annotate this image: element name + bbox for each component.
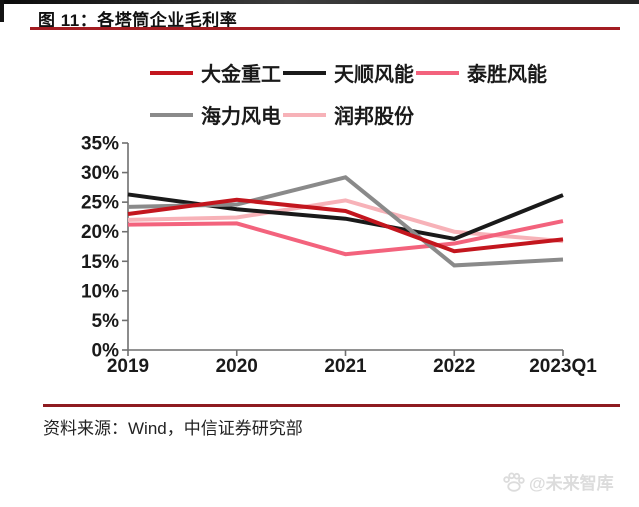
x-tick-label: 2022 bbox=[433, 356, 475, 377]
footer-rule bbox=[43, 404, 620, 407]
legend-label: 泰胜风能 bbox=[467, 64, 547, 86]
figure-title: 图 11：各塔筒企业毛利率 bbox=[38, 11, 238, 30]
watermark: @未来智库 bbox=[502, 469, 614, 494]
series-line-泰胜风能 bbox=[127, 219, 564, 257]
y-tick-label: 15% bbox=[81, 252, 119, 273]
legend-item-1: 天顺风能 bbox=[283, 58, 414, 87]
source-note: 资料来源：Wind，中信证券研究部 bbox=[43, 419, 303, 438]
page-top-edge bbox=[0, 0, 639, 4]
x-tick-label: 2020 bbox=[216, 356, 258, 377]
y-tick-label: 5% bbox=[92, 311, 120, 332]
legend-label: 润邦股份 bbox=[334, 106, 414, 128]
watermark-text: @未来智库 bbox=[529, 474, 614, 493]
legend-label: 海力风电 bbox=[201, 106, 281, 128]
legend-item-3: 海力风电 bbox=[150, 100, 281, 129]
legend-row-1: 大金重工 天顺风能 泰胜风能 bbox=[150, 58, 549, 87]
y-tick-label: 0% bbox=[92, 341, 120, 362]
x-tick-label: 2019 bbox=[107, 356, 149, 377]
legend-line-swatch-icon bbox=[416, 70, 459, 75]
y-tick-label: 30% bbox=[81, 163, 119, 184]
legend-item-0: 大金重工 bbox=[150, 58, 281, 87]
legend-line-swatch-icon bbox=[283, 112, 326, 117]
legend-label: 天顺风能 bbox=[334, 64, 414, 86]
paw-icon bbox=[503, 472, 525, 492]
legend-row-2: 海力风电 润邦股份 bbox=[150, 100, 549, 129]
x-tick-label: 2021 bbox=[324, 356, 367, 377]
legend-label: 大金重工 bbox=[201, 64, 281, 86]
title-underline bbox=[30, 27, 620, 30]
series-line-大金重工 bbox=[127, 197, 564, 254]
y-tick-label: 10% bbox=[81, 281, 119, 302]
page-left-edge bbox=[0, 0, 4, 22]
legend-item-4: 润邦股份 bbox=[283, 100, 414, 129]
legend-line-swatch-icon bbox=[150, 112, 193, 117]
chart-legend: 大金重工 天顺风能 泰胜风能 海力风电 润邦股份 bbox=[150, 58, 549, 129]
legend-line-swatch-icon bbox=[283, 70, 326, 75]
margin-line-chart: 0% 5% 10% 15% 20% 25% 30% 35% 2019 2020 2021 2022 20… bbox=[81, 134, 597, 378]
legend-item-2: 泰胜风能 bbox=[416, 58, 547, 87]
x-tick-label: 2023Q1 bbox=[529, 356, 597, 377]
y-tick-label: 20% bbox=[81, 222, 119, 243]
y-tick-label: 25% bbox=[81, 193, 119, 214]
legend-line-swatch-icon bbox=[150, 70, 193, 75]
y-tick-label: 35% bbox=[81, 134, 119, 155]
